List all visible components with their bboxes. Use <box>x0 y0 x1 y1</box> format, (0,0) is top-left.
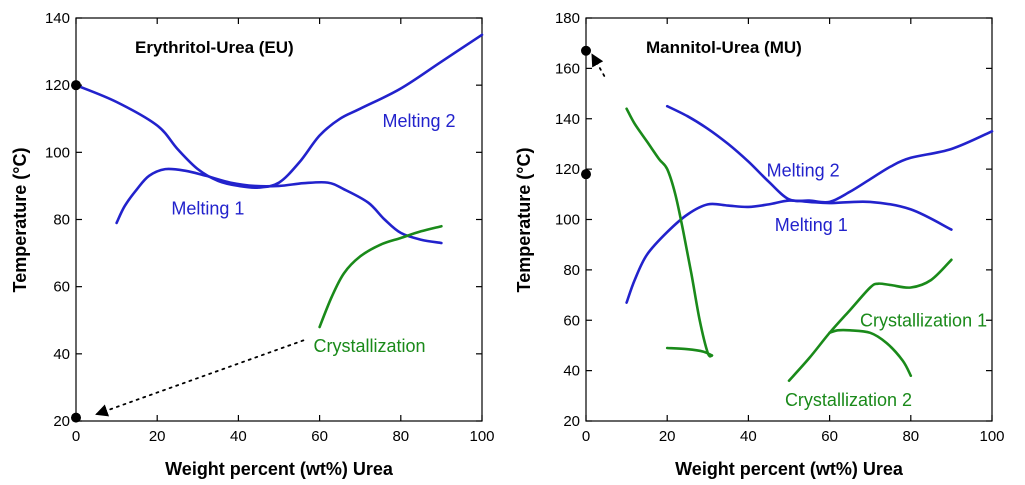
dotted-arrow <box>591 53 606 77</box>
series-unlabeled-4 <box>625 107 714 358</box>
series-melting-1 <box>625 199 953 304</box>
x-tick-label: 0 <box>72 428 80 445</box>
x-tick-label: 40 <box>740 428 757 445</box>
y-tick-label: 140 <box>555 111 580 128</box>
chart-mannitol-urea: Melting 2 Melting 1 Crystallization 1 Cryst… <box>514 10 1005 479</box>
y-tick-label: 120 <box>555 161 580 178</box>
x-tick-label: 20 <box>659 428 676 445</box>
y-tick-label: 60 <box>563 312 580 329</box>
y-tick-label: 100 <box>45 144 70 161</box>
y-tick-label: 140 <box>45 10 70 27</box>
y-tick-label: 60 <box>53 279 70 296</box>
y-tick-label: 80 <box>563 262 580 279</box>
chart-title: Mannitol-Urea (MU) <box>646 38 802 57</box>
x-tick-label: 60 <box>821 428 838 445</box>
series-unlabeled-5 <box>665 346 714 357</box>
y-tick-label: 20 <box>563 413 580 430</box>
x-tick-label: 80 <box>392 428 409 445</box>
x-tick-label: 100 <box>979 428 1004 445</box>
series-melting-1 <box>115 167 443 245</box>
plot-frame <box>75 17 483 422</box>
x-tick-label: 40 <box>230 428 247 445</box>
y-tick-label: 100 <box>555 212 580 229</box>
curve-label-melting-1: Melting 1 <box>171 198 244 218</box>
x-tick-label: 60 <box>311 428 328 445</box>
series-crystallization-2 <box>828 328 913 377</box>
y-tick-label: 180 <box>555 10 580 27</box>
curve-label-melting-2: Melting 2 <box>383 111 456 131</box>
x-tick-label: 20 <box>149 428 166 445</box>
x-axis-title: Weight percent (wt%) Urea <box>675 459 904 479</box>
chart-title: Erythritol-Urea (EU) <box>135 38 294 57</box>
series-crystallization-1 <box>787 258 953 382</box>
data-marker <box>581 45 591 56</box>
y-tick-label: 80 <box>53 212 70 229</box>
y-tick-label: 40 <box>53 346 70 363</box>
curve-label-crystallization: Crystallization <box>314 336 426 356</box>
dotted-arrow <box>95 339 305 417</box>
curve-label-melting-2: Melting 2 <box>767 161 840 181</box>
y-tick-label: 160 <box>555 60 580 77</box>
y-tick-label: 120 <box>45 77 70 94</box>
series-melting-2 <box>665 104 994 204</box>
data-marker <box>581 169 591 180</box>
curve-label-crystallization-2: Crystallization 2 <box>785 390 912 410</box>
x-tick-label: 80 <box>902 428 919 445</box>
x-axis-title: Weight percent (wt%) Urea <box>165 459 394 479</box>
curve-label-melting-1: Melting 1 <box>775 215 848 235</box>
y-axis-title: Temperature (°C) <box>10 148 30 293</box>
y-tick-label: 20 <box>53 413 70 430</box>
series-crystallization <box>318 224 443 329</box>
x-tick-label: 0 <box>582 428 590 445</box>
curve-label-crystallization-1: Crystallization 1 <box>860 311 987 331</box>
x-tick-label: 100 <box>469 428 494 445</box>
y-tick-label: 40 <box>563 363 580 380</box>
y-axis-title: Temperature (°C) <box>514 148 534 293</box>
